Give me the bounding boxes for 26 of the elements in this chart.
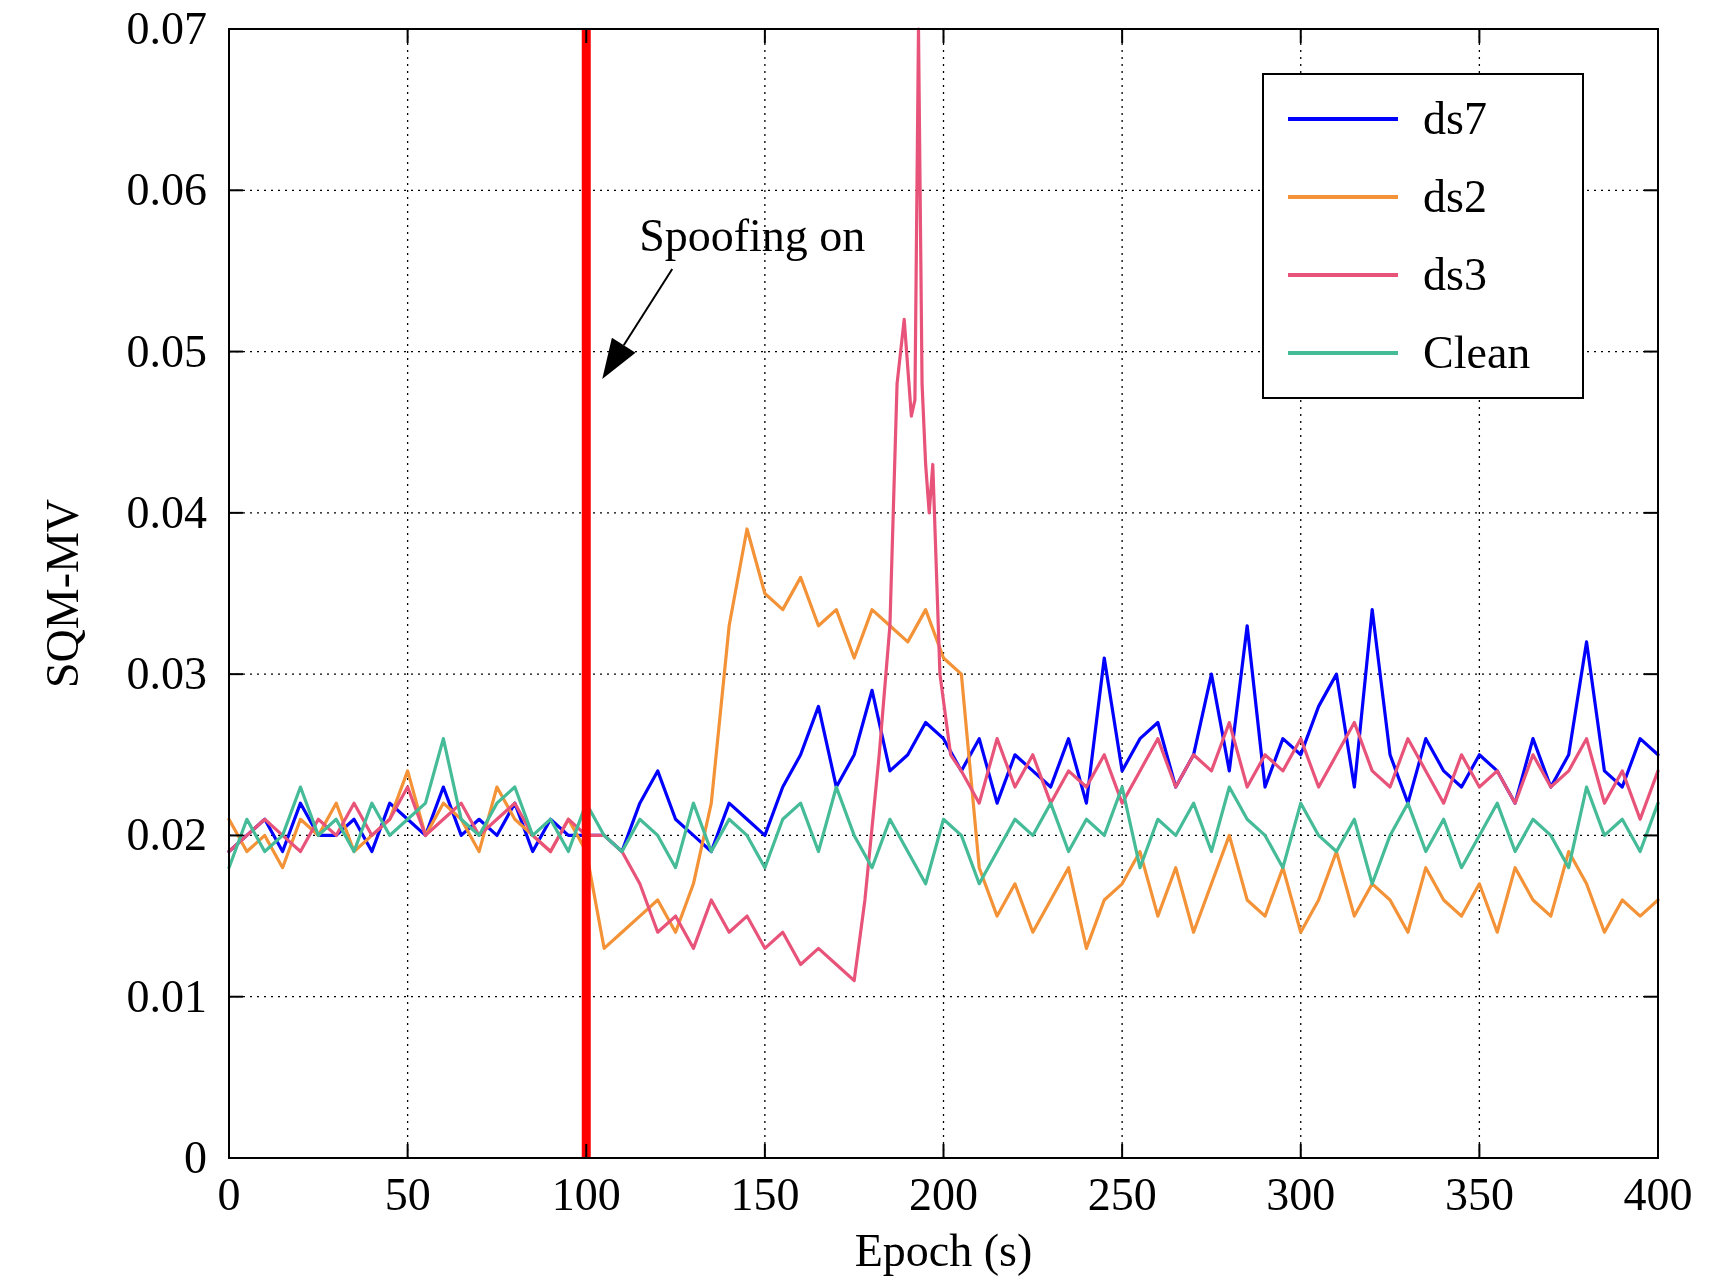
x-tick-label: 150 [730,1169,800,1220]
y-tick-label: 0.06 [126,164,207,216]
x-tick-label: 350 [1444,1169,1514,1220]
x-tick-label: 0 [217,1169,241,1220]
y-axis-title: SQM-MV [37,498,88,689]
x-tick-label: 400 [1623,1169,1693,1220]
x-tick-label: 200 [909,1169,978,1220]
legend-label: ds3 [1423,249,1487,300]
y-tick-label: 0.04 [126,486,207,538]
x-axis-title: Epoch (s) [854,1225,1033,1276]
y-tick-label: 0.02 [126,809,207,861]
x-tick-label: 300 [1266,1169,1336,1220]
x-tick-label: 50 [384,1169,431,1220]
line-series [227,737,1660,886]
legend-label: ds7 [1423,93,1487,144]
y-tick-label: 0.03 [126,648,207,700]
legend-label: Clean [1423,327,1531,378]
legend-label: ds2 [1423,171,1487,222]
x-tick-label: 250 [1087,1169,1157,1220]
y-tick-label: 0.01 [126,970,207,1022]
y-tick-label: 0 [184,1132,207,1183]
annotation: Spoofing on [639,209,866,261]
line-series [227,27,1660,983]
y-tick-label: 0.05 [126,325,207,377]
y-tick-label: 0.07 [126,3,207,54]
x-tick-label: 100 [551,1169,621,1220]
